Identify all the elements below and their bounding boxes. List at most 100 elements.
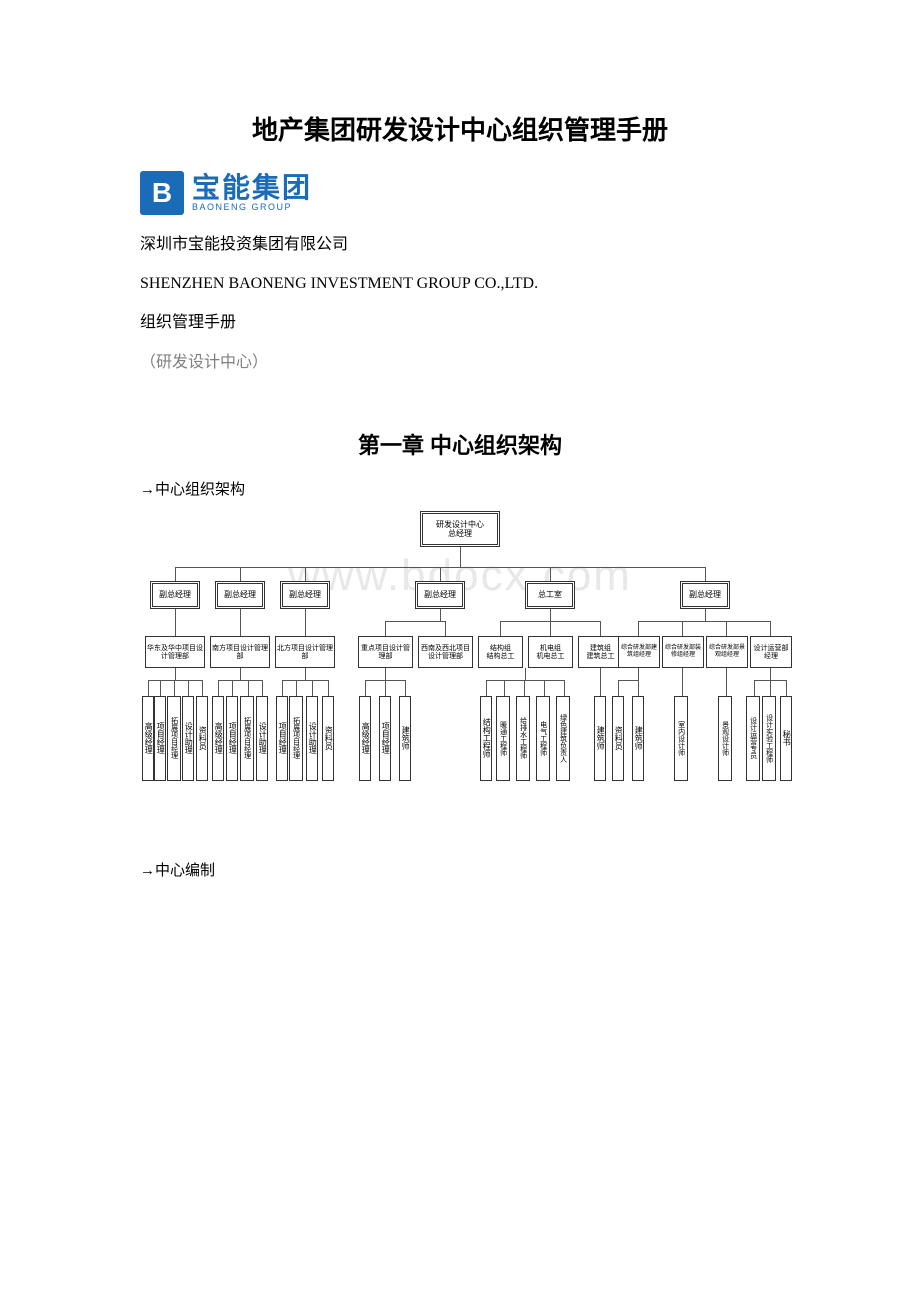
org-l2-0: 副总经理 (150, 581, 200, 609)
org-line (175, 567, 176, 581)
org-line (770, 680, 771, 696)
org-line (328, 680, 329, 696)
org-line (445, 621, 446, 636)
section1: →中心组织架构 (140, 478, 780, 499)
org-line (240, 567, 241, 581)
org-line (148, 680, 202, 681)
org-l4: 建筑师 (632, 696, 644, 781)
org-line (262, 680, 263, 696)
org-line (524, 680, 525, 696)
org-l4: 建筑师 (399, 696, 411, 781)
org-l4: 项目经理 (276, 696, 288, 781)
org-line (232, 680, 233, 696)
org-line (460, 547, 461, 567)
org-l4: 设计运营专员 (746, 696, 760, 781)
org-l3-0: 华东及华中项目设计管理部 (145, 636, 205, 668)
org-line (385, 668, 386, 680)
org-l4: 资料员 (196, 696, 208, 781)
org-l4: 设计实验工程师 (762, 696, 776, 781)
section2: →中心编制 (140, 859, 780, 880)
org-l3-9: 综合研发部装修组经理 (662, 636, 704, 668)
org-line (305, 567, 306, 581)
org-line (638, 668, 639, 680)
org-line (638, 680, 639, 696)
org-l4: 拓展项目经理 (240, 696, 254, 781)
org-line (148, 680, 149, 696)
org-line (240, 609, 241, 636)
org-l4: 项目经理 (379, 696, 391, 781)
main-title: 地产集团研发设计中心组织管理手册 (140, 110, 780, 147)
org-line (296, 680, 297, 696)
logo-icon: B (140, 171, 184, 215)
org-line (754, 680, 755, 696)
org-l4: 高级经理 (142, 696, 154, 781)
logo-en: BAONENG GROUP (192, 202, 312, 213)
org-line (385, 680, 386, 696)
subtitle1: 组织管理手册 (140, 305, 780, 340)
org-line (282, 680, 328, 681)
org-line (175, 668, 176, 680)
org-l3-3: 重点项目设计管理部 (358, 636, 413, 668)
org-line (365, 680, 366, 696)
org-line (385, 621, 445, 622)
org-l4: 项目经理 (154, 696, 166, 781)
org-line (786, 680, 787, 696)
org-line (174, 680, 175, 696)
org-line (544, 680, 545, 696)
org-line (705, 567, 706, 581)
org-line (618, 680, 638, 681)
document-page: 地产集团研发设计中心组织管理手册 B 宝能集团 BAONENG GROUP 深圳… (0, 0, 920, 928)
org-l4: 资料员 (612, 696, 624, 781)
org-line (500, 621, 501, 636)
org-l4: 高级经理 (359, 696, 371, 781)
org-line (726, 621, 727, 636)
company-en: SHENZHEN BAONENG INVESTMENT GROUP CO.,LT… (140, 266, 780, 301)
org-line (770, 668, 771, 680)
org-line (248, 680, 249, 696)
org-l4: 拓展项目经理 (289, 696, 303, 781)
org-l2-4: 总工室 (525, 581, 575, 609)
org-line (305, 668, 306, 680)
subtitle2: （研发设计中心） (140, 345, 780, 380)
org-l4: 建筑师 (594, 696, 606, 781)
org-l3-10: 综合研发部景观组经理 (706, 636, 748, 668)
org-l3-1: 南方项目设计管理部 (210, 636, 270, 668)
org-line (218, 680, 262, 681)
org-line (550, 567, 551, 581)
org-line (638, 621, 639, 636)
org-line (202, 680, 203, 696)
org-l4: 给排水工程师 (516, 696, 530, 781)
logo-cn: 宝能集团 (192, 174, 312, 202)
org-line (240, 668, 241, 680)
org-l3-5: 结构组结构总工 (478, 636, 523, 668)
org-line (504, 680, 505, 696)
logo-block: B 宝能集团 BAONENG GROUP (140, 171, 780, 215)
org-l4: 电气工程师 (536, 696, 550, 781)
org-l4: 绿色建筑负责人 (556, 696, 570, 781)
org-line (305, 609, 306, 636)
org-l3-6: 机电组机电总工 (528, 636, 573, 668)
org-line (638, 621, 770, 622)
org-l3-7: 建筑组建筑总工 (578, 636, 623, 668)
org-l2-2: 副总经理 (280, 581, 330, 609)
org-line (440, 609, 441, 621)
section2-text: 中心编制 (155, 863, 215, 879)
org-line (525, 668, 526, 680)
org-l4: 设计助理 (182, 696, 194, 781)
org-l4: 室内设计师 (674, 696, 688, 781)
org-l3-8: 综合研发部建筑组经理 (618, 636, 660, 668)
org-line (770, 621, 771, 636)
org-line (405, 680, 406, 696)
org-root: 研发设计中心总经理 (420, 511, 500, 547)
org-line (682, 621, 683, 636)
org-l4: 项目经理 (226, 696, 238, 781)
section1-text: 中心组织架构 (155, 482, 245, 498)
company-cn: 深圳市宝能投资集团有限公司 (140, 227, 780, 262)
org-line (385, 621, 386, 636)
org-line (486, 680, 487, 696)
logo-text: 宝能集团 BAONENG GROUP (192, 174, 312, 213)
org-l4: 秘书 (780, 696, 792, 781)
org-line (175, 609, 176, 636)
org-line (188, 680, 189, 696)
org-l4: 景观设计师 (718, 696, 732, 781)
